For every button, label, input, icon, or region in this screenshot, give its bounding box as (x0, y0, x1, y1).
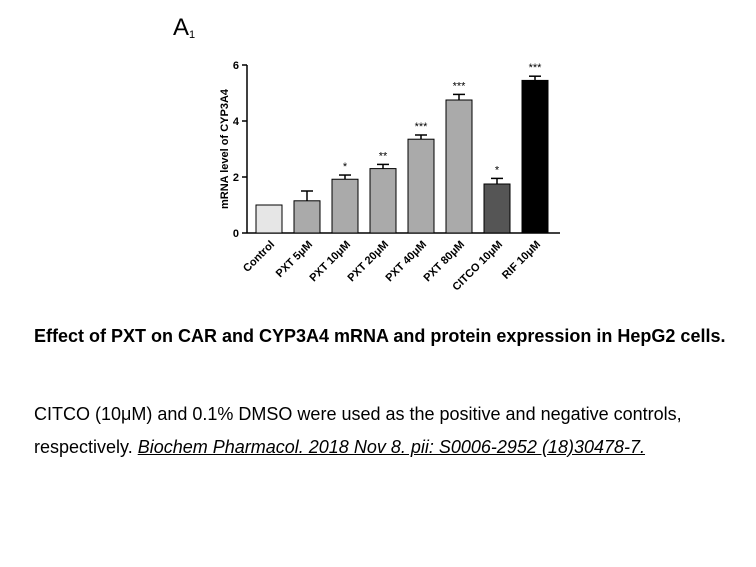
panel-letter: A (173, 14, 190, 41)
caption-title: Effect of PXT on CAR and CYP3A4 mRNA and… (34, 326, 726, 346)
significance-label: *** (415, 121, 429, 133)
bar (483, 183, 511, 234)
bar (407, 138, 435, 234)
significance-label: ** (379, 150, 388, 162)
panel-subscript: 1 (189, 29, 196, 41)
caption-text: CITCO (10μM) and 0.1% DMSO were used as … (34, 404, 682, 457)
bar (369, 168, 397, 234)
caption-body: CITCO (10μM) and 0.1% DMSO were used as … (34, 398, 749, 464)
citation-link[interactable]: Biochem Pharmacol. 2018 Nov 8. pii: S000… (137, 437, 646, 457)
bar (331, 178, 359, 234)
panel-label: A1 (173, 14, 195, 42)
significance-label: *** (529, 62, 543, 74)
y-tick-label: 4 (233, 116, 240, 128)
significance-label: * (495, 164, 500, 176)
y-axis-title: mRNA level of CYP3A4 (219, 88, 231, 209)
bar (445, 99, 473, 234)
y-tick-label: 2 (233, 172, 239, 184)
y-tick-label: 0 (233, 228, 239, 240)
significance-label: * (343, 161, 348, 173)
x-tick-label: Control (241, 239, 277, 275)
bar (521, 79, 549, 234)
bar (255, 204, 283, 234)
significance-label: *** (453, 80, 467, 92)
x-tick-label: RIF 10μM (500, 239, 543, 282)
bar (293, 200, 321, 234)
y-tick-label: 6 (233, 60, 239, 72)
